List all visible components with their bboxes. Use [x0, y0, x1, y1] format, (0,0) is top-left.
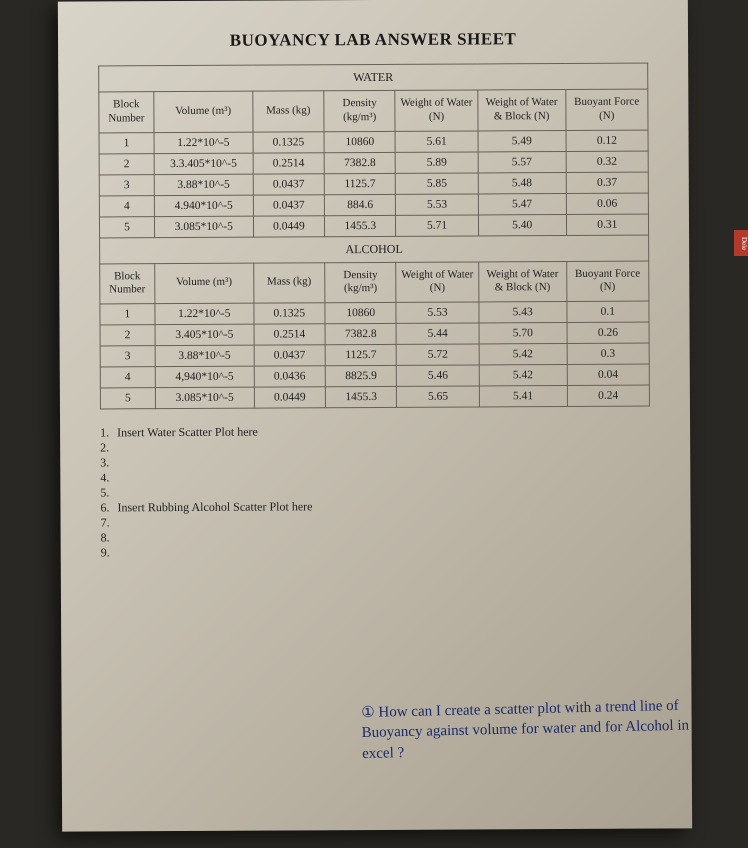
col-bf: Buoyant Force (N) [566, 261, 649, 302]
col-volume: Volume (m³) [154, 91, 253, 132]
section-header-water: WATER [99, 63, 648, 92]
table-row: 53.085*10^-50.04491455.35.655.410.24 [100, 385, 649, 409]
list-item: 9. [101, 543, 651, 561]
table-row: 44,940*10^-50.04368825.95.465.420.04 [100, 364, 649, 388]
table-row: 33.88*10^-50.04371125.75.855.480.37 [99, 172, 648, 196]
col-block: Block Number [99, 92, 154, 133]
worksheet-paper: BUOYANCY LAB ANSWER SHEET WATER Block Nu… [58, 0, 692, 832]
data-table: WATER Block Number Volume (m³) Mass (kg)… [98, 63, 650, 410]
col-wwb: Weight of Water & Block (N) [478, 89, 566, 130]
table-row: 44.940*10^-50.0437884.65.535.470.06 [99, 193, 648, 217]
handwritten-note: ① How can I create a scatter plot with a… [361, 695, 702, 763]
table-row: 23.405*10^-50.25147382.85.445.700.26 [100, 322, 649, 346]
table-row: 11.22*10^-50.1325108605.615.490.12 [99, 130, 648, 154]
table-row: 33.88*10^-50.04371125.75.725.420.3 [100, 343, 649, 367]
col-ww: Weight of Water (N) [396, 261, 479, 302]
col-volume: Volume (m³) [155, 263, 254, 304]
table-row: 23.3.405*10^-50.25147382.85.895.570.32 [99, 151, 648, 175]
col-block: Block Number [100, 263, 155, 304]
col-density: Density (kg/m³) [324, 90, 396, 131]
col-density: Density (kg/m³) [325, 262, 397, 303]
section-label: ALCOHOL [100, 235, 649, 264]
section-header-alcohol: ALCOHOL [100, 235, 649, 264]
table-row: 11.22*10^-50.1325108605.535.430.1 [100, 301, 649, 325]
edge-tab: Dele [734, 230, 748, 256]
col-mass: Mass (kg) [253, 262, 325, 303]
column-headers-water: Block Number Volume (m³) Mass (kg) Densi… [99, 89, 648, 132]
col-wwb: Weight of Water & Block (N) [478, 261, 566, 302]
col-ww: Weight of Water (N) [395, 90, 478, 131]
page-title: BUOYANCY LAB ANSWER SHEET [98, 29, 648, 52]
section-label: WATER [99, 63, 648, 92]
column-headers-alcohol: Block Number Volume (m³) Mass (kg) Densi… [100, 261, 649, 304]
col-mass: Mass (kg) [253, 91, 325, 132]
col-bf: Buoyant Force (N) [565, 89, 648, 130]
table-row: 53.085*10^-50.04491455.35.715.400.31 [99, 214, 648, 238]
footer-instructions: 1. Insert Water Scatter Plot here 2. 3. … [100, 423, 651, 561]
